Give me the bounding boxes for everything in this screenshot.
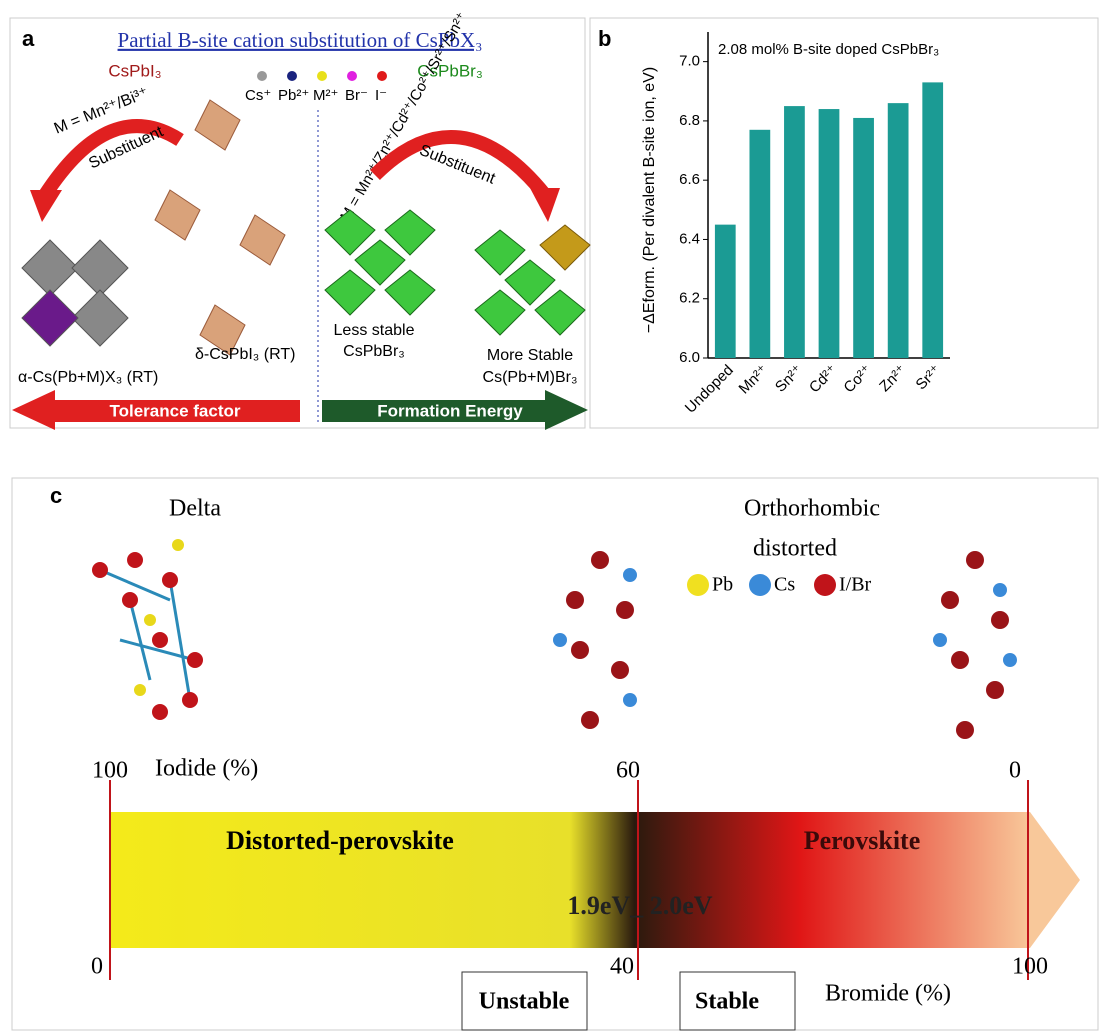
x-tick-label: Zn²⁺ [876, 362, 910, 396]
panel-title: Partial B-site cation substitution of Cs… [118, 28, 483, 52]
legend-label: Pb [712, 574, 733, 596]
stability-label: Cs(Pb+M)Br₃ [483, 369, 578, 386]
stability-box: Unstable [479, 989, 570, 1015]
stability-label: Less stable [334, 322, 415, 339]
bar [922, 82, 943, 358]
y-tick-label: 7.0 [679, 53, 700, 70]
x-tick-label: Undoped [682, 362, 737, 417]
gap-label: 1.9eV_ 2.0eV [567, 891, 712, 920]
scale-label: 100 [92, 758, 128, 784]
structure-label: Delta [169, 496, 221, 522]
panel-frame [10, 18, 585, 428]
bar [853, 118, 874, 358]
panel-label: c [50, 483, 62, 508]
x-tick-label: Sr²⁺ [913, 362, 945, 394]
legend-label: Cs [774, 574, 795, 596]
legend-label: Cs⁺ [245, 87, 271, 104]
legend-label: Br⁻ [345, 87, 368, 104]
chart-title: 2.08 mol% B-site doped CsPbBr₃ [718, 41, 939, 58]
x-tick-label: Sn²⁺ [772, 362, 806, 396]
axis-label: Bromide (%) [825, 981, 951, 1007]
legend-label: I⁻ [375, 87, 387, 104]
panel-a: a Partial B-site cation substitution of … [12, 9, 590, 430]
arrow-text: Formation Energy [377, 401, 523, 420]
figure: a Partial B-site cation substitution of … [0, 0, 1102, 1032]
stability-box: Stable [695, 989, 759, 1015]
compound: CsPbI₃ [108, 61, 161, 80]
axis-label: Iodide (%) [155, 756, 258, 782]
scale-label: 40 [610, 954, 634, 980]
region-label: Distorted-perovskite [226, 826, 454, 855]
phase-label: δ-CsPbI₃ (RT) [195, 346, 295, 363]
region-label: Perovskite [804, 826, 921, 855]
bar [784, 106, 805, 358]
panel-label: b [598, 26, 611, 51]
y-axis-label: −ΔEform. (Per divalent B-site ion, eV) [641, 67, 658, 333]
x-tick-label: Cd²⁺ [806, 362, 841, 397]
panel-c: c Delta Orthorhombic distorted Pb Cs I/B… [50, 483, 1080, 1030]
y-tick-label: 6.0 [679, 349, 700, 366]
scale-label: 60 [616, 758, 640, 784]
legend-label: M²⁺ [313, 87, 338, 104]
y-tick-label: 6.8 [679, 112, 700, 129]
scale-label: 100 [1012, 954, 1048, 980]
x-tick-label: Co²⁺ [840, 362, 875, 397]
arrow-text: Tolerance factor [109, 401, 240, 420]
bar [715, 225, 736, 358]
bar [888, 103, 909, 358]
phase-label: α-Cs(Pb+M)X₃ (RT) [18, 369, 158, 386]
y-tick-label: 6.6 [679, 171, 700, 188]
legend-label: I/Br [839, 574, 872, 596]
bar [819, 109, 840, 358]
y-tick-label: 6.2 [679, 290, 700, 307]
x-tick-label: Mn²⁺ [736, 362, 772, 398]
stability-label: More Stable [487, 347, 573, 364]
scale-label: 0 [91, 954, 103, 980]
y-tick-label: 6.4 [679, 230, 700, 247]
structure-label: distorted [753, 536, 837, 562]
scale-label: 0 [1009, 758, 1021, 784]
bar [749, 130, 770, 358]
structure-label: Orthorhombic [744, 496, 880, 522]
stability-label: CsPbBr₃ [343, 343, 405, 360]
legend-label: Pb²⁺ [278, 87, 309, 104]
panel-frame [590, 18, 1098, 428]
panel-b: b 2.08 mol% B-site doped CsPbBr₃ −ΔEform… [598, 26, 950, 417]
panel-label: a [22, 26, 35, 51]
